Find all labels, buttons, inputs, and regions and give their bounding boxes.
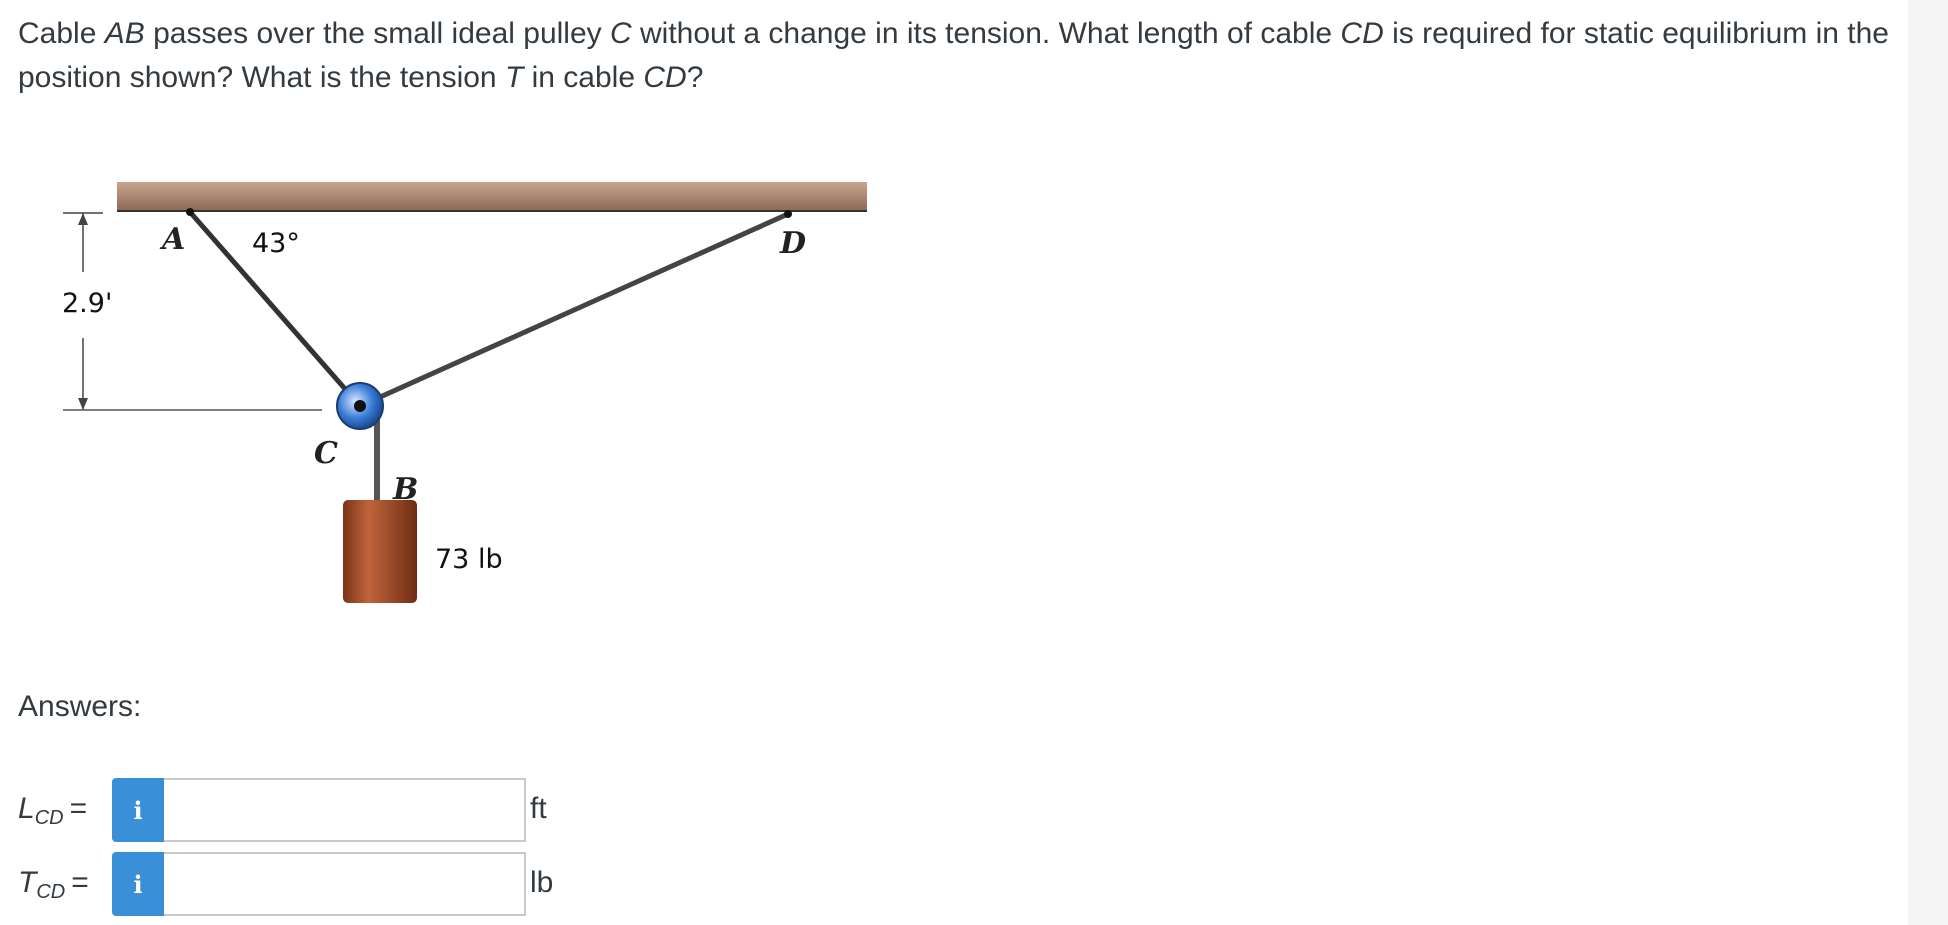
answer-label-lcd: LCD = (18, 792, 87, 830)
cable-ac (188, 210, 362, 408)
dim-arrow-down (78, 398, 88, 410)
q-part: in cable (523, 61, 644, 94)
height-label: 2.9' (62, 288, 113, 319)
var-subscript: CD (34, 807, 64, 829)
equals-sign: = (71, 866, 89, 899)
weight-label: 73 lb (435, 544, 503, 575)
info-button-tcd[interactable]: i (112, 852, 164, 916)
answer-input-tcd[interactable] (164, 852, 526, 916)
var-symbol: T (18, 866, 37, 899)
cable-cd (358, 211, 790, 409)
answer-input-lcd[interactable] (164, 778, 526, 842)
anchor-a (186, 208, 194, 216)
q-part: C (609, 17, 632, 50)
q-part: without a change in its tension. What le… (631, 17, 1341, 50)
q-part: CD (1340, 17, 1384, 50)
page-right-margin (1908, 0, 1948, 925)
weight-block (343, 500, 417, 603)
pulley-hub (354, 400, 366, 412)
answers-title: Answers: (18, 690, 142, 723)
equals-sign: = (69, 792, 88, 825)
label-a: A (162, 222, 186, 257)
answer-row-lcd: LCD = i ft (18, 778, 618, 844)
angle-label: 43° (252, 228, 300, 259)
q-part: ? (686, 61, 704, 94)
var-subscript: CD (36, 881, 66, 903)
unit-ft: ft (530, 792, 547, 825)
anchor-d (784, 210, 792, 218)
q-part: passes over the small ideal pulley (144, 17, 610, 50)
q-part: AB (104, 17, 145, 50)
answer-row-tcd: TCD = i lb (18, 852, 618, 918)
var-symbol: L (18, 792, 35, 825)
figure-drawing (63, 182, 867, 603)
label-d: D (780, 226, 807, 261)
pulley-figure: A 43° D 2.9' C B 73 lb (50, 170, 890, 630)
info-button-lcd[interactable]: i (112, 778, 164, 842)
question-text: Cable AB passes over the small ideal pul… (18, 12, 1898, 100)
q-part: T (504, 61, 524, 94)
unit-lb: lb (530, 866, 554, 899)
q-part: Cable (18, 17, 105, 50)
label-c: C (314, 436, 338, 471)
q-part: CD (643, 61, 687, 94)
answer-label-tcd: TCD = (18, 866, 89, 904)
q-part: is required for static equilibrium in th… (18, 17, 1889, 94)
ceiling (117, 182, 867, 210)
dim-arrow-up (78, 213, 88, 225)
label-b: B (393, 472, 419, 507)
